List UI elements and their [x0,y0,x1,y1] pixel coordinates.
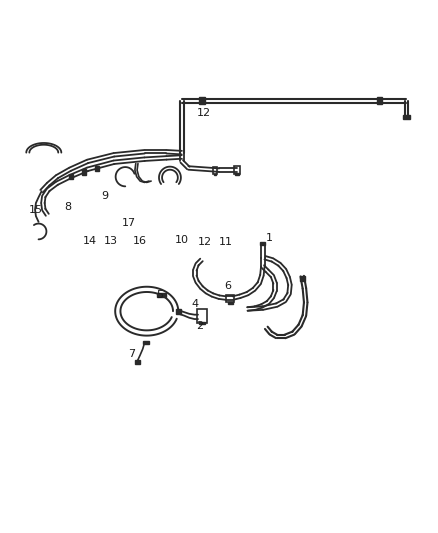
Bar [69,174,73,179]
Bar [377,98,382,103]
Text: 14: 14 [83,236,97,246]
Bar [235,173,239,175]
Bar [228,302,233,304]
Text: 1: 1 [266,233,273,243]
Bar [157,293,166,297]
Text: 15: 15 [29,205,43,215]
Bar [226,295,234,302]
Bar [403,115,410,119]
Text: 16: 16 [133,236,147,246]
Bar [95,166,99,171]
Bar [300,276,305,280]
Bar [199,322,205,324]
Text: 13: 13 [103,236,117,246]
Bar [143,341,149,344]
Text: 12: 12 [197,108,211,118]
Text: 10: 10 [175,235,189,245]
Bar [199,98,205,103]
Text: 7: 7 [128,349,135,359]
Bar [135,360,140,364]
Bar [176,310,181,314]
Bar [214,174,216,175]
Bar [260,241,265,245]
Text: 12: 12 [198,237,212,247]
Text: 2: 2 [196,321,203,330]
Text: 17: 17 [122,217,136,228]
Bar [197,310,207,322]
Text: 6: 6 [224,281,231,291]
Bar [82,169,86,174]
Text: 4: 4 [191,298,198,309]
Bar [213,167,217,174]
Text: 9: 9 [102,191,109,201]
Text: 8: 8 [64,203,71,212]
Text: 11: 11 [219,237,233,247]
Text: 5: 5 [156,290,163,300]
Bar [234,166,240,174]
